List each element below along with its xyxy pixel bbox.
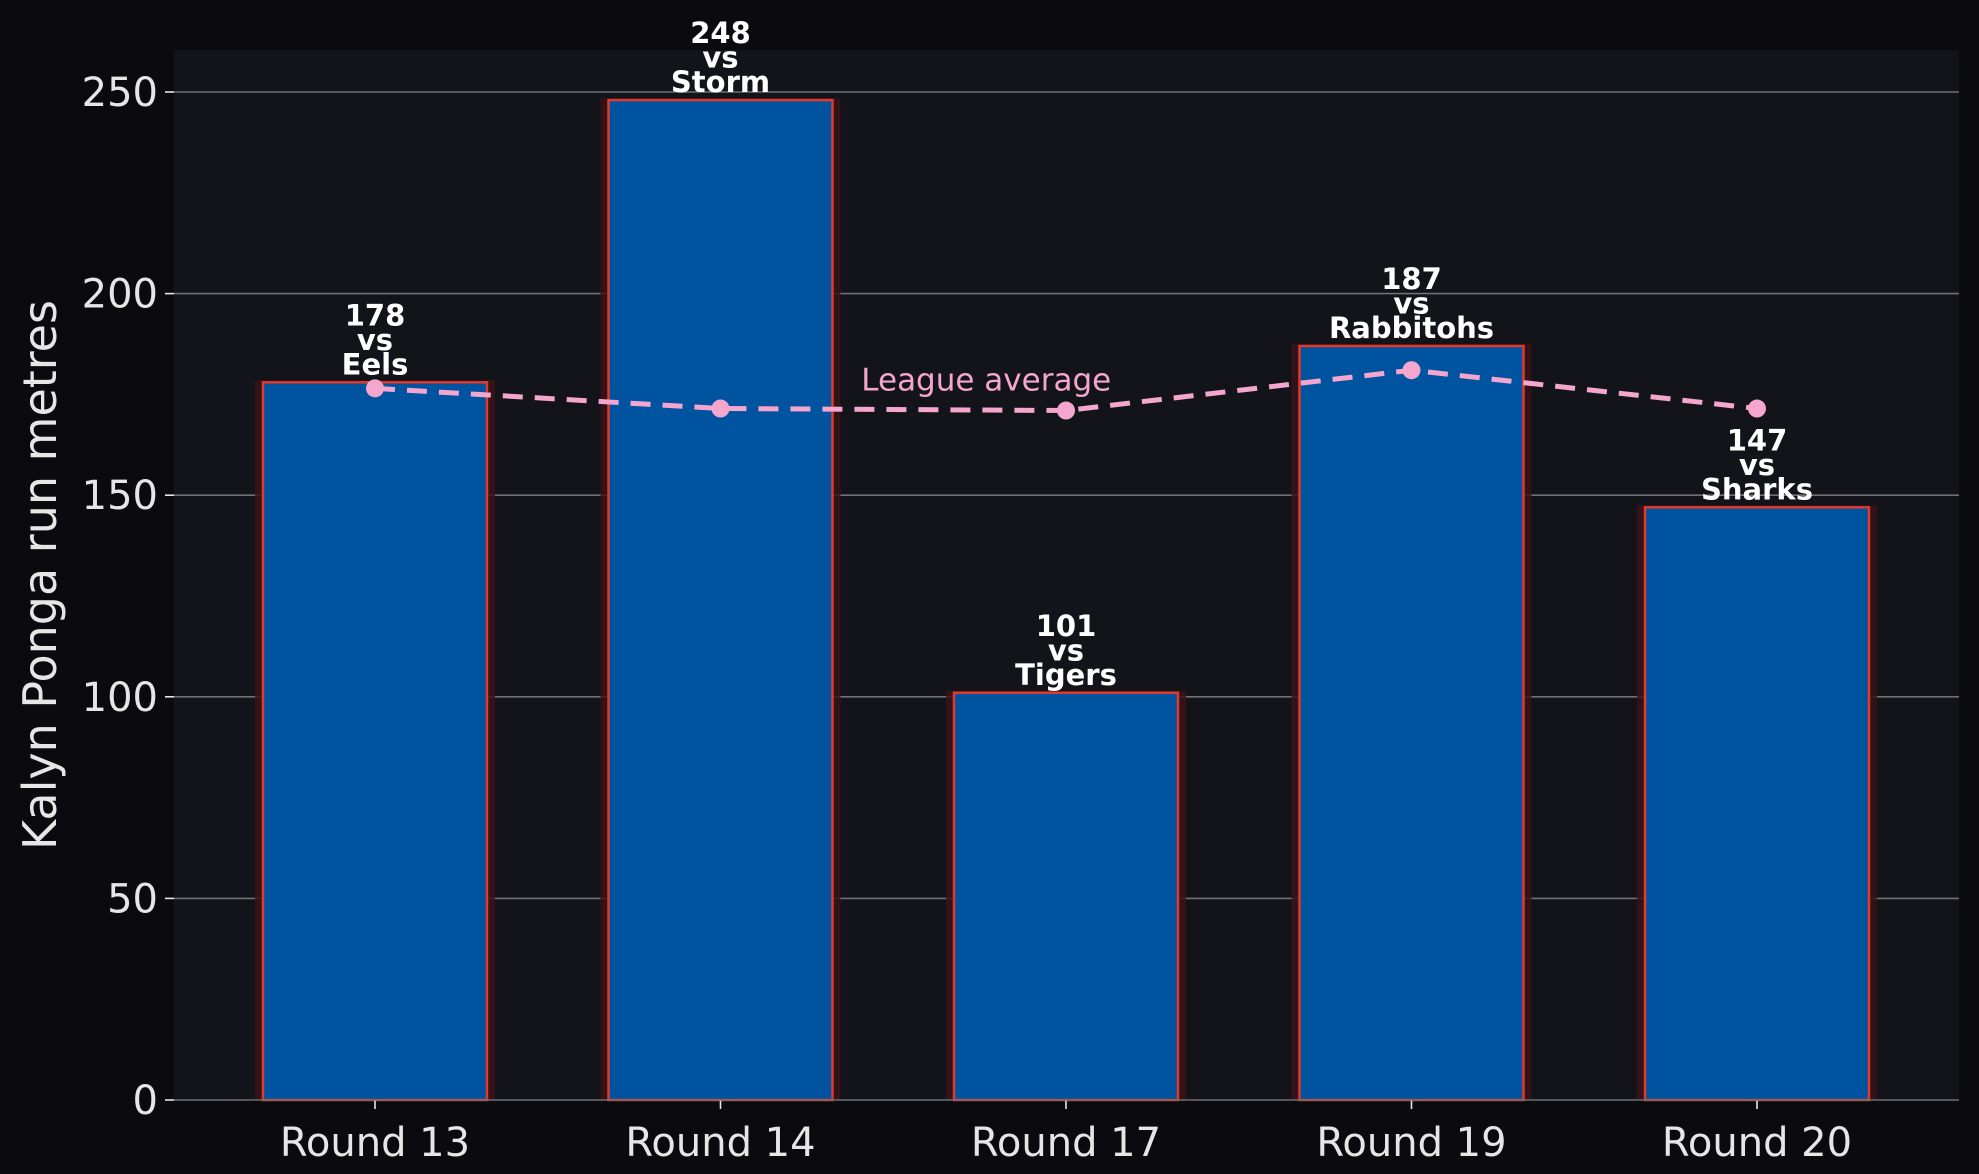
bar xyxy=(261,381,489,1102)
league-average-point xyxy=(1402,361,1421,380)
bar xyxy=(607,98,834,1102)
y-tick-label: 50 xyxy=(107,876,158,922)
bar-opponent-label: Tigers xyxy=(1015,658,1117,692)
league-average-point xyxy=(1748,399,1766,418)
x-tick-label: Round 19 xyxy=(1316,1120,1506,1166)
bar-value-label: 178 xyxy=(345,298,406,332)
bar-labels: 178vsEels248vsStorm101vsTigers187vsRabbi… xyxy=(342,16,1813,692)
bar-value-label: 187 xyxy=(1381,262,1442,296)
bar-value-label: 147 xyxy=(1727,423,1788,457)
bar-opponent-label: Rabbitohs xyxy=(1329,311,1494,345)
y-tick-label: 200 xyxy=(82,272,158,318)
x-tick-label: Round 17 xyxy=(971,1120,1161,1166)
bar xyxy=(1643,506,1871,1102)
y-axis-title: Kalyn Ponga run metres xyxy=(13,300,67,850)
bar xyxy=(952,691,1180,1102)
bar-value-label: 248 xyxy=(690,16,751,50)
bar-opponent-label: Sharks xyxy=(1701,472,1813,506)
x-tick-label: Round 13 xyxy=(280,1120,470,1166)
league-average-label: League average xyxy=(861,362,1111,398)
bar-opponent-label: Storm xyxy=(671,65,770,99)
x-axis: Round 13 Round 14 Round 17 Round 19 Round 20 xyxy=(280,1100,1852,1166)
y-tick-label: 0 xyxy=(133,1078,158,1124)
bar-vs-label: vs xyxy=(702,41,738,75)
bar-vs-label: vs xyxy=(1048,633,1084,667)
bars xyxy=(255,98,1877,1102)
league-average-point xyxy=(1057,401,1075,420)
y-tick-label: 150 xyxy=(82,473,158,519)
league-average-point xyxy=(711,399,730,418)
y-axis: 0 50 100 150 200 250 xyxy=(82,70,1959,1124)
bar xyxy=(1298,344,1525,1102)
x-tick-label: Round 14 xyxy=(625,1120,815,1166)
y-tick-label: 100 xyxy=(82,675,158,721)
league-average-point xyxy=(366,379,384,398)
bar-vs-label: vs xyxy=(1393,287,1429,321)
bar-vs-label: vs xyxy=(1739,448,1775,482)
bar-opponent-label: Eels xyxy=(342,347,409,381)
x-tick-label: Round 20 xyxy=(1662,1120,1852,1166)
bar-vs-label: vs xyxy=(357,323,393,357)
bar-value-label: 101 xyxy=(1036,609,1097,643)
y-tick-label: 250 xyxy=(82,70,158,116)
league-average-series: League average xyxy=(366,361,1766,420)
